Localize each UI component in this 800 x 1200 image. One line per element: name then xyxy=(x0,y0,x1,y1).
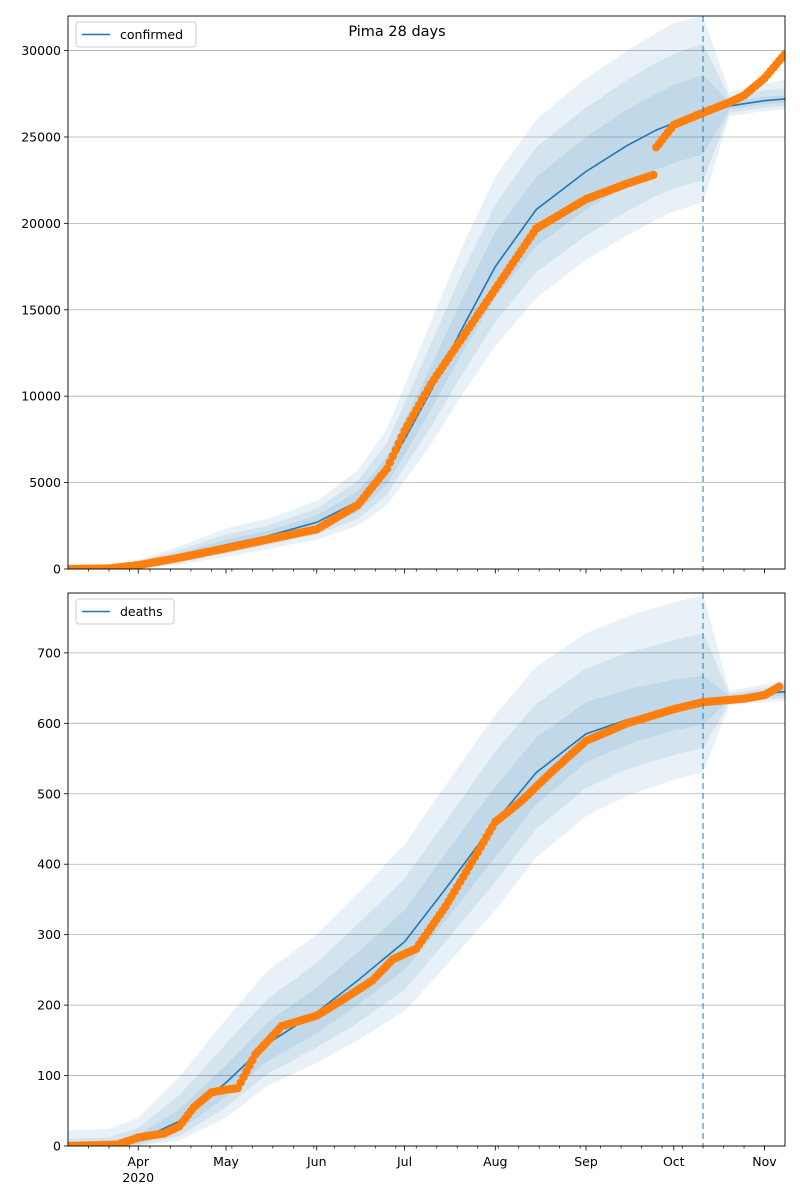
x-tick-label: Nov xyxy=(752,1154,777,1169)
observed-point xyxy=(780,49,785,59)
observed-point xyxy=(385,458,395,467)
y-tick-label: 0 xyxy=(53,562,61,577)
confirmed-chart: 0 5000 10000 15000 20000 25000 30000 confirmed xyxy=(21,15,786,577)
x-tick-sublabel: 2020 xyxy=(122,1170,154,1185)
x-tick-label: May xyxy=(213,1154,239,1169)
legend-box xyxy=(75,598,175,625)
axes-frame xyxy=(67,15,786,570)
uncertainty-band xyxy=(68,633,785,1146)
x-tick-label: Sep xyxy=(574,1154,598,1169)
legend-label: deaths xyxy=(120,604,163,619)
x-tick-label: Apr xyxy=(127,1154,149,1169)
y-tick-label: 30000 xyxy=(21,43,61,58)
y-tick-label: 300 xyxy=(37,927,61,942)
y-tick-label: 5000 xyxy=(29,475,61,490)
y-tick-label: 200 xyxy=(37,998,61,1013)
observed-point xyxy=(382,464,392,473)
uncertainty-bands xyxy=(68,16,785,569)
observed-points xyxy=(68,49,785,569)
legend: confirmed xyxy=(75,21,197,48)
y-tick-label: 400 xyxy=(37,857,61,872)
observed-point xyxy=(394,439,403,448)
y-tick-label: 100 xyxy=(37,1068,61,1083)
y-tick-label: 15000 xyxy=(21,302,61,317)
x-tick-label: Jun xyxy=(306,1154,327,1169)
legend-box xyxy=(75,21,197,48)
y-tick-label: 500 xyxy=(37,786,61,801)
y-tick-label: 0 xyxy=(53,1139,61,1154)
observed-point xyxy=(388,451,397,461)
legend-label: confirmed xyxy=(120,27,183,42)
y-tick-label: 25000 xyxy=(21,129,61,144)
uncertainty-band xyxy=(68,675,785,1146)
uncertainty-band xyxy=(68,74,785,569)
y-tick-label: 20000 xyxy=(21,216,61,231)
observed-point xyxy=(774,682,784,691)
uncertainty-band xyxy=(68,43,785,569)
observed-point xyxy=(649,170,658,180)
x-tick-label: Jul xyxy=(396,1154,412,1169)
axes-frame xyxy=(67,592,786,1147)
observed-point xyxy=(397,432,406,442)
x-tick-label: Oct xyxy=(663,1154,685,1169)
y-tick-label: 10000 xyxy=(21,389,61,404)
legend: deaths xyxy=(75,598,175,625)
observed-point xyxy=(391,445,400,454)
y-tick-label: 700 xyxy=(37,645,61,660)
uncertainty-band xyxy=(68,16,785,569)
chart-title: Pima 28 days xyxy=(348,24,445,40)
observed-points xyxy=(68,682,784,1146)
uncertainty-bands xyxy=(68,595,785,1146)
x-tick-label: Aug xyxy=(483,1154,507,1169)
y-tick-label: 600 xyxy=(37,716,61,731)
